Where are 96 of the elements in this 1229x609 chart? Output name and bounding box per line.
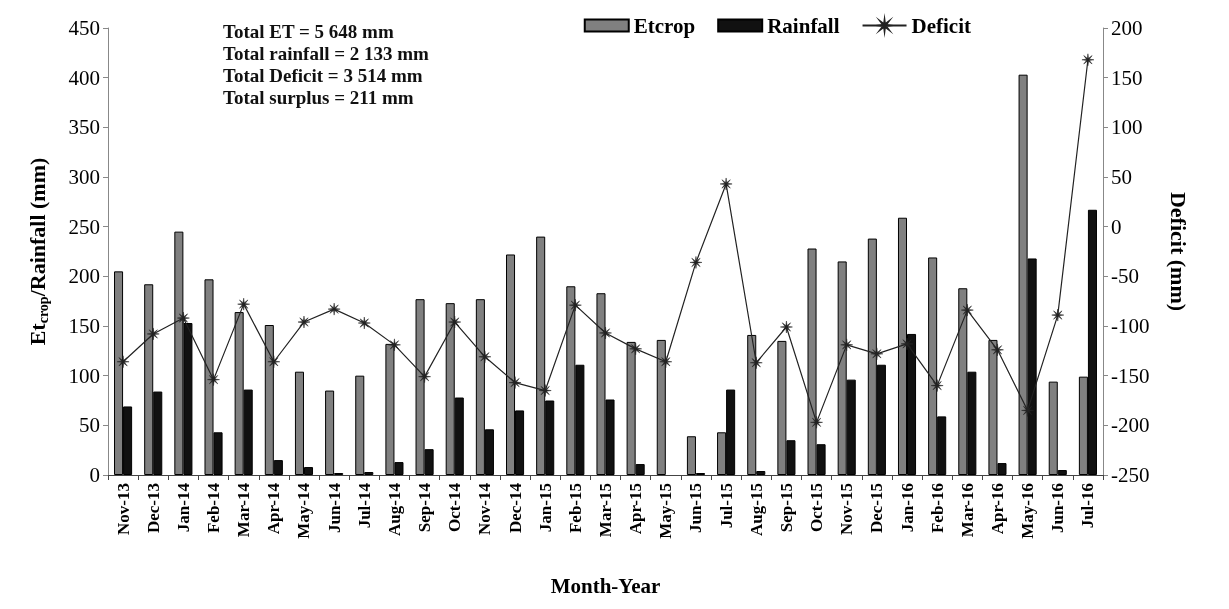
x-tick-label: Nov-13 <box>113 483 133 535</box>
y-tick-label: 150 <box>68 314 100 338</box>
y2-tick-label: -100 <box>1111 314 1150 338</box>
y2-tick-label: 150 <box>1111 65 1143 90</box>
point <box>508 376 522 389</box>
point <box>1021 404 1034 417</box>
x-tick-label: May-15 <box>656 483 676 539</box>
y-tick-label: 300 <box>68 165 100 189</box>
point <box>538 384 552 397</box>
annotation: Total ET = 5 648 mm <box>223 20 394 42</box>
point <box>418 370 431 383</box>
x-tick-label: Oct-14 <box>445 482 465 533</box>
y2-tick-label: -150 <box>1111 363 1150 388</box>
x-tick-label: Jan-15 <box>535 483 555 533</box>
legend-label: Rainfall <box>767 13 840 38</box>
y2-tick-label: 0 <box>1111 214 1122 239</box>
point <box>478 350 492 364</box>
point <box>991 343 1004 357</box>
point <box>116 355 130 369</box>
legend-label: Deficit <box>911 13 972 38</box>
point <box>810 416 823 429</box>
y2-axis-title: Deficit (mm) <box>1165 191 1191 312</box>
x-tick-label: Mar-16 <box>957 483 977 538</box>
x-tick-label: Sep-15 <box>776 483 796 533</box>
point <box>207 373 220 386</box>
y2-tick-label: 100 <box>1111 115 1143 140</box>
x-tick-label: Dec-15 <box>867 483 887 534</box>
point <box>840 338 853 352</box>
point <box>358 316 371 330</box>
x-tick-label: Jul-14 <box>354 482 374 529</box>
x-tick-label: Jun-14 <box>324 482 344 534</box>
x-tick-label: Mar-14 <box>234 482 254 538</box>
point <box>237 297 250 311</box>
point <box>689 256 703 269</box>
x-axis-title: Month-Year <box>550 573 661 598</box>
x-tick-label: Feb-14 <box>204 482 224 534</box>
point <box>388 338 401 352</box>
point <box>629 342 642 356</box>
point <box>177 311 190 325</box>
x-tick-label: Mar-15 <box>596 483 615 538</box>
point <box>146 327 160 341</box>
x-tick-label: Aug-14 <box>384 482 404 536</box>
y2-tick-label: -250 <box>1111 463 1150 487</box>
y-tick-label: 0 <box>89 463 100 487</box>
x-tick-label: Apr-15 <box>626 483 646 535</box>
x-tick-label: Jun-15 <box>686 483 706 534</box>
y-tick-label: 400 <box>68 65 100 90</box>
x-tick-label: Dec-14 <box>505 482 525 534</box>
y2-tick-label: 50 <box>1111 165 1132 189</box>
x-tick-label: Jul-16 <box>1078 483 1098 529</box>
x-tick-label: Feb-15 <box>565 483 585 534</box>
x-tick-label: Nov-14 <box>475 482 495 535</box>
point <box>569 298 582 312</box>
y2-tick-label: 200 <box>1111 16 1143 40</box>
x-tick-label: May-14 <box>294 482 314 539</box>
y2-tick-label: -200 <box>1111 413 1150 438</box>
x-tick-label: Jun-16 <box>1048 483 1068 534</box>
y2-tick-label: -50 <box>1111 264 1139 289</box>
point <box>327 302 341 316</box>
y-tick-label: 200 <box>68 264 100 289</box>
legend-label: Etcrop <box>633 13 696 38</box>
y-tick-label: 50 <box>79 413 100 438</box>
x-tick-label: May-16 <box>1018 483 1038 539</box>
x-tick-label: Apr-14 <box>264 482 284 535</box>
x-tick-label: Feb-16 <box>927 483 947 534</box>
x-tick-label: Apr-16 <box>987 483 1007 535</box>
x-tick-label: Jan-16 <box>897 483 917 533</box>
x-tick-label: Jul-15 <box>716 483 736 529</box>
x-tick-label: Sep-14 <box>415 482 435 533</box>
x-tick-label: Nov-15 <box>837 483 857 535</box>
point <box>900 337 914 351</box>
point <box>870 347 884 361</box>
point <box>297 315 311 329</box>
x-tick-label: Aug-15 <box>746 483 766 536</box>
y-tick-label: 350 <box>68 115 100 140</box>
point <box>780 320 793 334</box>
annotation: Total Deficit = 3 514 mm <box>223 64 423 86</box>
y-tick-label: 450 <box>68 16 100 40</box>
point <box>719 177 733 191</box>
point <box>1081 53 1095 67</box>
point <box>750 356 763 369</box>
annotation: Total surplus = 211 mm <box>223 86 414 108</box>
point <box>961 303 974 317</box>
annotation: Total rainfall = 2 133 mm <box>223 42 430 64</box>
x-tick-label: Oct-15 <box>807 483 827 533</box>
y-tick-label: 100 <box>68 363 100 388</box>
point <box>659 355 673 369</box>
x-tick-label: Dec-13 <box>143 483 163 534</box>
point <box>599 326 612 340</box>
bar <box>656 339 666 475</box>
point <box>930 379 944 392</box>
point <box>1051 308 1065 322</box>
point <box>448 315 461 329</box>
y-tick-label: 250 <box>68 214 100 239</box>
point <box>267 355 281 369</box>
x-tick-label: Jan-14 <box>173 482 193 533</box>
